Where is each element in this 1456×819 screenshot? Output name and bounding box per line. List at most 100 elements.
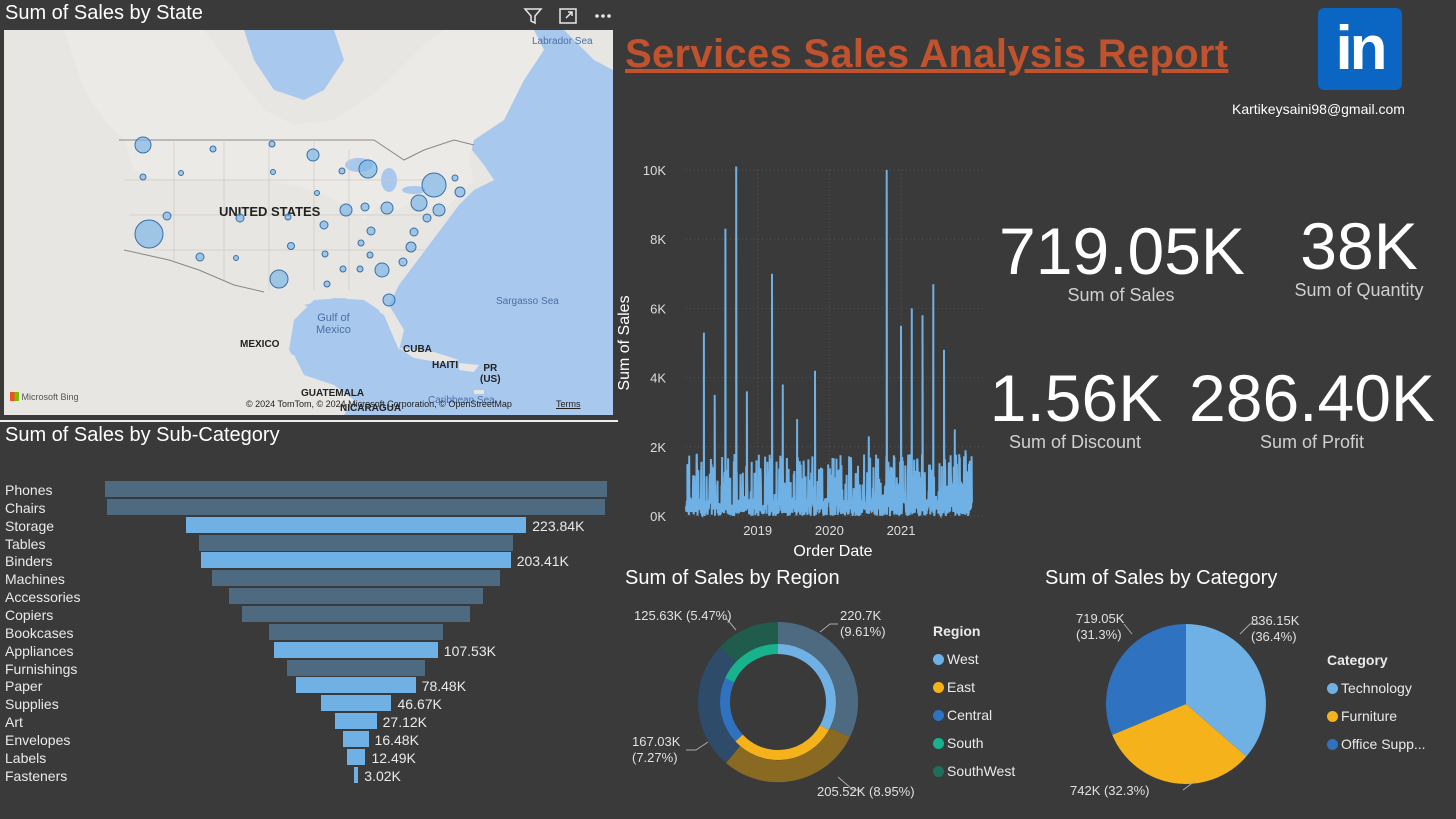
subcategory-bar[interactable] (185, 516, 527, 533)
subcategory-bar[interactable] (286, 659, 426, 676)
subcategory-bar[interactable] (274, 641, 438, 658)
category-pie-chart[interactable] (1040, 600, 1340, 810)
kpi-discount-value: 1.56K (989, 361, 1163, 435)
category-title: Sum of Sales by Category (1045, 567, 1278, 589)
subcategory-bar[interactable] (296, 677, 416, 694)
subcategory-bar[interactable] (106, 498, 606, 515)
category-legend-title: Category (1327, 652, 1388, 668)
map-label-nicaragua: NICARAGUA (340, 403, 402, 414)
y-tick-label: 10K (643, 163, 666, 178)
sales-over-time-chart[interactable]: 0K 2K 4K 6K 8K 10K 2019 2020 2021 Order Date Sum o… (612, 150, 987, 565)
subcategory-bar[interactable] (198, 534, 514, 551)
map-bubble (366, 251, 374, 259)
legend-item[interactable]: SouthWest (933, 763, 1015, 779)
subcategory-label: Paper (5, 678, 43, 695)
map-bubble (410, 194, 428, 212)
map-canvas[interactable]: Labrador Sea Sargasso Sea Gulf of Mexico… (4, 30, 613, 415)
map-bubble (382, 293, 396, 307)
subcategory-bar[interactable] (201, 552, 511, 569)
subcategory-label: Envelopes (5, 731, 71, 748)
legend-dot-icon (1327, 711, 1338, 722)
subcategory-bar[interactable] (212, 570, 500, 587)
subcategory-bar[interactable] (335, 713, 377, 730)
subcategory-bar[interactable] (343, 730, 369, 747)
x-axis-title: Order Date (793, 543, 872, 560)
map-bubble (134, 219, 164, 249)
map-bubbles[interactable] (4, 30, 613, 415)
map-label-mexico: MEXICO (240, 339, 280, 350)
legend-dot-icon (933, 766, 944, 777)
map-bubble (339, 265, 347, 273)
email-text: Kartikeysaini98@gmail.com (1232, 101, 1405, 117)
subcategory-bar[interactable] (346, 748, 366, 765)
y-tick-label: 2K (650, 440, 666, 455)
subcategory-value: 12.49K (371, 749, 416, 766)
kpi-profit-label: Sum of Profit (1259, 432, 1365, 452)
region-donut-chart[interactable] (620, 600, 940, 810)
subcategory-bar[interactable] (320, 695, 392, 712)
subcategory-label: Chairs (5, 499, 46, 516)
map-bubble (134, 136, 152, 154)
map-bubble (268, 140, 276, 148)
linkedin-logo-icon[interactable]: in (1318, 8, 1402, 90)
y-tick-label: 6K (650, 301, 666, 316)
map-terms-link[interactable]: Terms (556, 399, 581, 409)
map-bubble (270, 169, 276, 175)
region-label-east: 205.52K (8.95%) (817, 784, 915, 799)
y-tick-label: 4K (650, 371, 666, 386)
map-panel: Sum of Sales by State (0, 0, 618, 422)
kpi-quantity-value: 38K (1300, 209, 1418, 283)
map-water-caribbean: Caribbean Sea (428, 395, 495, 406)
subcategory-value: 203.41K (516, 553, 569, 570)
map-bubble (358, 159, 378, 179)
subcategory-bar[interactable] (228, 588, 483, 605)
subcategory-label: Copiers (5, 606, 54, 623)
region-legend-title: Region (933, 623, 981, 639)
legend-dot-icon (1327, 683, 1338, 694)
region-legend: Region West East Central South SouthWest (933, 623, 1015, 779)
subcategory-title: Sum of Sales by Sub-Category (5, 424, 280, 446)
legend-item[interactable]: West (933, 651, 1015, 667)
subcategory-bar[interactable] (353, 766, 359, 783)
map-bubble (306, 148, 320, 162)
map-bubble (195, 252, 205, 262)
map-bubble (366, 226, 376, 236)
legend-item[interactable]: East (933, 679, 1015, 695)
legend-label: Furniture (1341, 708, 1398, 724)
subcategory-value: 16.48K (374, 731, 419, 748)
y-axis-title: Sum of Sales (616, 295, 633, 390)
donut-slice-south (720, 622, 778, 662)
map-bubble (421, 172, 447, 198)
legend-item[interactable]: South (933, 735, 1015, 751)
subcategory-bar[interactable] (269, 623, 443, 640)
legend-label: South (947, 735, 984, 751)
subcategory-bar[interactable] (105, 481, 607, 497)
legend-item[interactable]: Office Supp... (1327, 736, 1426, 752)
sales-series-line (685, 166, 973, 519)
subcategory-label: Fasteners (5, 767, 68, 784)
map-bubble (374, 262, 390, 278)
subcategory-label: Accessories (5, 589, 81, 606)
map-water-gulf: Gulf of Mexico (316, 312, 351, 336)
region-label-south: 125.63K (5.47%) (634, 608, 732, 623)
y-tick-label: 0K (650, 509, 666, 524)
subcategory-value: 3.02K (364, 767, 401, 784)
category-legend: Category Technology Furniture Office Supp.… (1327, 652, 1426, 752)
legend-label: East (947, 679, 976, 695)
subcategory-value: 107.53K (443, 642, 496, 659)
legend-item[interactable]: Technology (1327, 680, 1426, 696)
map-bubble (422, 213, 432, 223)
more-options-icon[interactable] (592, 6, 614, 28)
legend-item[interactable]: Furniture (1327, 708, 1426, 724)
filter-icon[interactable] (522, 6, 544, 28)
subcategory-bar[interactable] (241, 605, 471, 622)
legend-dot-icon (933, 682, 944, 693)
map-bubble (233, 255, 239, 261)
legend-item[interactable]: Central (933, 707, 1015, 723)
subcategory-label: Binders (5, 553, 53, 570)
map-bubble (432, 203, 446, 217)
focus-mode-icon[interactable] (557, 6, 579, 28)
map-bubble (398, 257, 408, 267)
map-bubble (451, 174, 459, 182)
map-bubble (287, 242, 295, 250)
